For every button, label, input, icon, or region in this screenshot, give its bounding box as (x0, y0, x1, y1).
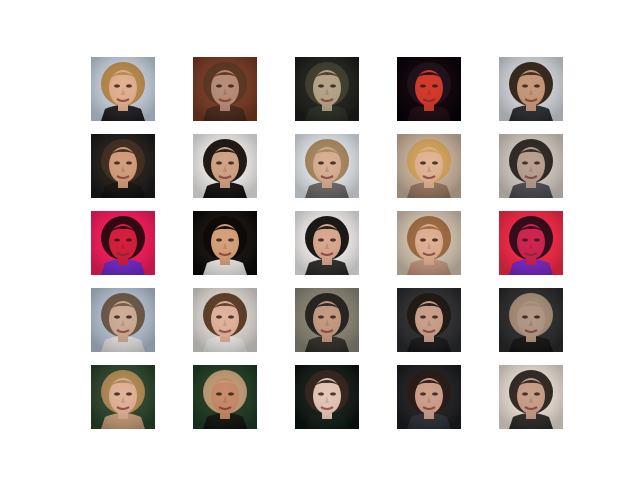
sample-image-r4c1 (91, 288, 155, 352)
sample-image-r5c5 (499, 365, 563, 429)
sample-image-r4c4 (397, 288, 461, 352)
face-image (499, 288, 563, 352)
face-image (397, 211, 461, 275)
face-image (397, 134, 461, 198)
face-image (397, 365, 461, 429)
sample-image-r5c2 (193, 365, 257, 429)
sample-image-r4c3 (295, 288, 359, 352)
face-image (193, 365, 257, 429)
face-image (193, 134, 257, 198)
face-image (397, 288, 461, 352)
sample-image-r5c1 (91, 365, 155, 429)
sample-image-r2c5 (499, 134, 563, 198)
face-image (499, 134, 563, 198)
sample-image-r4c2 (193, 288, 257, 352)
face-image (499, 57, 563, 121)
face-image (397, 57, 461, 121)
sample-image-r2c3 (295, 134, 359, 198)
face-image (295, 57, 359, 121)
face-image (295, 365, 359, 429)
face-image (295, 288, 359, 352)
sample-image-r1c2 (193, 57, 257, 121)
face-image (499, 365, 563, 429)
sample-image-r1c4 (397, 57, 461, 121)
sample-image-r3c1 (91, 211, 155, 275)
sample-image-r1c3 (295, 57, 359, 121)
face-image (91, 134, 155, 198)
sample-image-r3c5 (499, 211, 563, 275)
sample-image-r5c3 (295, 365, 359, 429)
face-image (91, 288, 155, 352)
face-image (295, 134, 359, 198)
sample-image-r2c4 (397, 134, 461, 198)
face-image (193, 211, 257, 275)
face-image (193, 288, 257, 352)
sample-image-r1c1 (91, 57, 155, 121)
sample-image-r3c3 (295, 211, 359, 275)
face-image (91, 365, 155, 429)
sample-image-r2c1 (91, 134, 155, 198)
sample-image-r1c5 (499, 57, 563, 121)
face-image (295, 211, 359, 275)
face-image (91, 211, 155, 275)
sample-image-r2c2 (193, 134, 257, 198)
sample-image-r4c5 (499, 288, 563, 352)
face-image (193, 57, 257, 121)
sample-image-r3c2 (193, 211, 257, 275)
sample-image-r5c4 (397, 365, 461, 429)
face-image (91, 57, 155, 121)
face-image (499, 211, 563, 275)
sample-image-r3c4 (397, 211, 461, 275)
